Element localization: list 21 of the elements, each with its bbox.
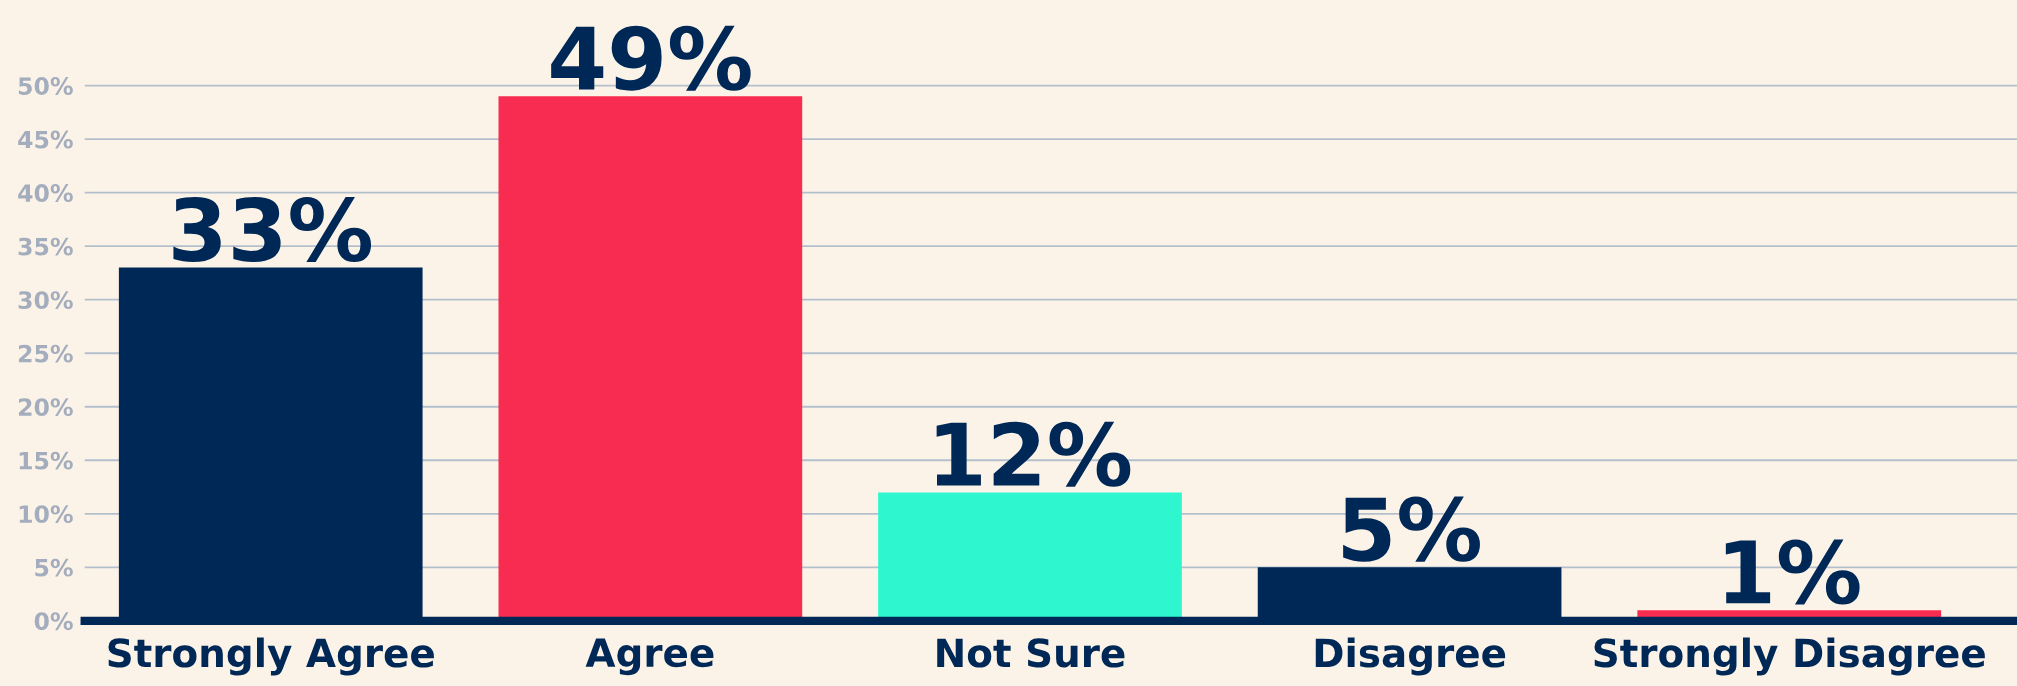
- data-label: 1%: [1725, 539, 1860, 605]
- x-tick-label: Disagree: [1315, 637, 1506, 676]
- y-tick-label: 20%: [18, 398, 73, 417]
- data-label: 49%: [551, 25, 751, 91]
- y-tick-label: 50%: [18, 77, 73, 95]
- y-tick-label: 10%: [19, 505, 73, 524]
- y-tick-label: 40%: [18, 184, 73, 202]
- x-tick-label: Not Sure: [937, 638, 1125, 668]
- y-tick-label: 15%: [19, 451, 73, 470]
- y-tick-label: 5%: [35, 558, 73, 577]
- y-tick-label: 0%: [34, 612, 73, 631]
- data-label: 12%: [936, 421, 1131, 487]
- y-tick-label: 35%: [18, 237, 73, 256]
- y-tick-label: 45%: [18, 130, 73, 149]
- data-label: 33%: [173, 196, 372, 263]
- x-tick-label: Strongly Agree: [108, 637, 434, 676]
- y-tick-label: 30%: [18, 291, 73, 310]
- x-tick-label: Agree: [585, 638, 714, 676]
- data-label: 5%: [1343, 496, 1480, 562]
- y-tick-label: 25%: [18, 344, 73, 363]
- x-tick-label: Strongly Disagree: [1594, 637, 1985, 676]
